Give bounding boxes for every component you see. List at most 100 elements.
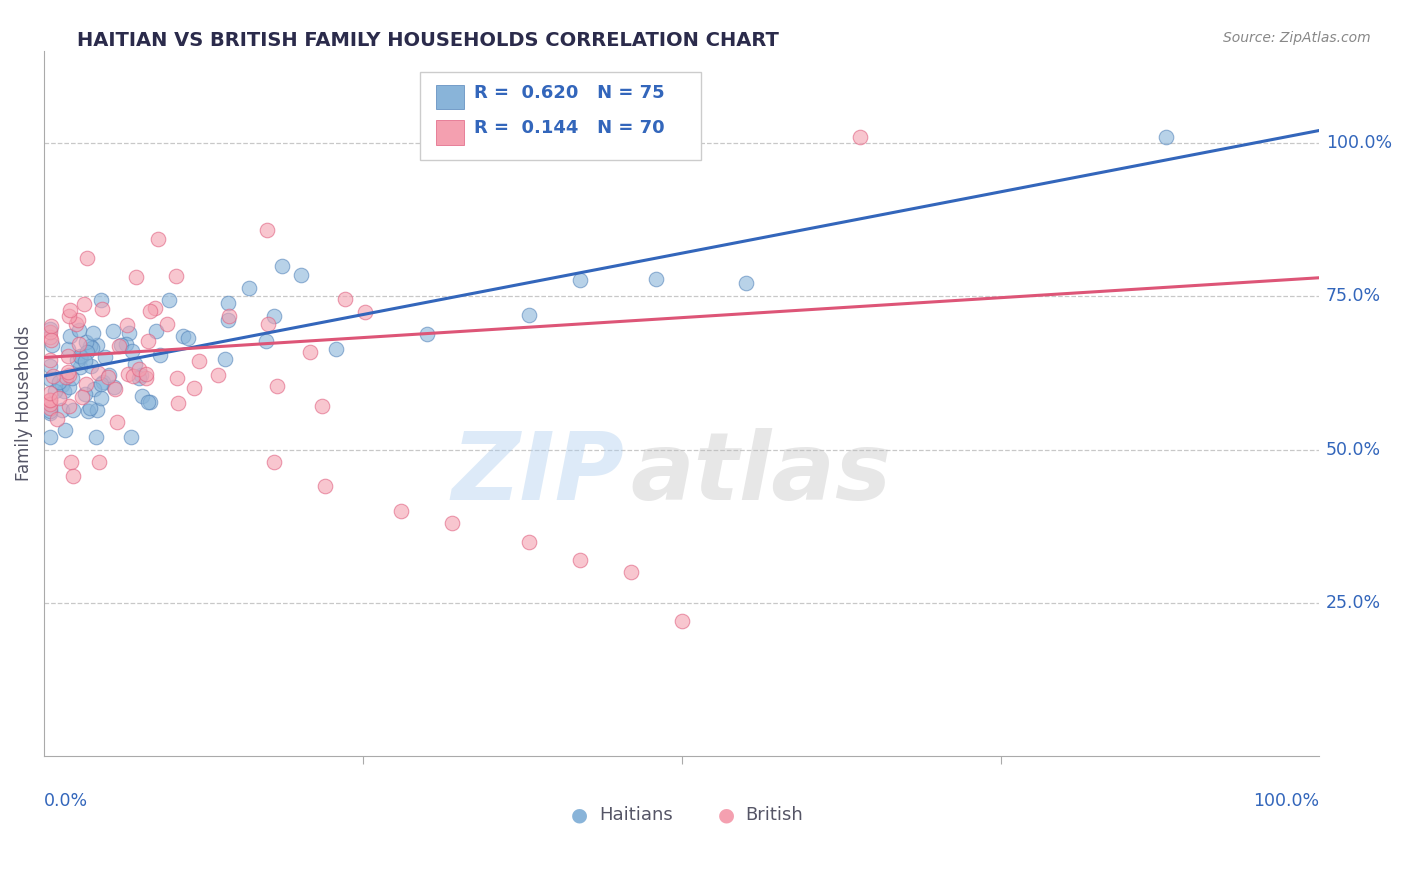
Point (84, 430, 107, 444)
Point (121, 343, 143, 358)
Point (645, 272, 668, 286)
Point (67, 313, 90, 327)
Point (51, 403, 73, 417)
Point (83, 382, 105, 396)
Point (73, 297, 96, 311)
Text: Source: ZipAtlas.com: Source: ZipAtlas.com (1223, 31, 1371, 45)
Point (172, 329, 194, 343)
Point (136, 395, 159, 409)
Point (120, 430, 142, 444)
Point (128, 362, 150, 376)
Point (441, 516, 464, 531)
Point (58, 365, 80, 379)
Point (67, 323, 90, 337)
Point (39, 371, 62, 385)
Point (65, 318, 87, 332)
Text: atlas: atlas (631, 428, 891, 520)
Point (76, 344, 98, 359)
Point (42, 369, 65, 384)
Point (218, 309, 240, 323)
Point (82, 341, 104, 355)
Point (90, 377, 112, 392)
Point (207, 368, 229, 382)
Point (82, 326, 104, 340)
Point (58, 399, 80, 413)
FancyBboxPatch shape (420, 72, 702, 160)
Point (62, 469, 84, 483)
Point (354, 305, 377, 319)
Point (314, 479, 336, 493)
Point (135, 370, 157, 384)
Point (59, 328, 82, 343)
Point (59, 455, 82, 469)
Point (69, 350, 91, 364)
Point (79, 339, 101, 353)
Point (389, 504, 412, 518)
Point (105, 415, 128, 429)
Point (98, 368, 121, 383)
Point (39, 325, 62, 339)
Point (335, 293, 357, 307)
Y-axis label: Family Households: Family Households (15, 326, 32, 481)
Text: 0.0%: 0.0% (44, 792, 89, 810)
Point (73, 387, 96, 401)
Point (39, 392, 62, 407)
Point (41, 338, 63, 352)
Point (1156, 129, 1178, 144)
Point (143, 301, 166, 316)
Point (39, 353, 62, 368)
Point (298, 345, 321, 359)
Point (156, 317, 179, 331)
Text: R =  0.144   N = 70: R = 0.144 N = 70 (474, 120, 665, 137)
Point (53, 384, 76, 398)
Text: ●: ● (571, 805, 588, 825)
Point (256, 223, 278, 237)
Point (58, 309, 80, 323)
Point (165, 268, 187, 283)
Point (568, 272, 591, 286)
Point (311, 399, 333, 413)
Point (59, 303, 82, 318)
Point (58, 380, 80, 394)
Point (325, 342, 347, 356)
Point (139, 395, 162, 409)
Text: HAITIAN VS BRITISH FAMILY HOUSEHOLDS CORRELATION CHART: HAITIAN VS BRITISH FAMILY HOUSEHOLDS COR… (77, 31, 779, 50)
Point (118, 326, 141, 340)
FancyBboxPatch shape (436, 120, 464, 145)
Point (136, 334, 159, 348)
Point (60, 370, 83, 384)
Point (110, 337, 132, 351)
Point (86, 403, 108, 417)
Point (517, 534, 540, 549)
Point (39, 392, 62, 407)
Point (271, 259, 294, 273)
Point (70, 390, 93, 404)
Point (121, 369, 143, 384)
Point (39, 401, 62, 416)
Point (97, 370, 120, 384)
Point (39, 406, 62, 420)
Point (48, 375, 70, 389)
Point (183, 381, 205, 395)
Point (266, 378, 288, 392)
Point (75, 335, 97, 350)
Point (124, 358, 146, 372)
Point (39, 333, 62, 347)
Point (177, 331, 200, 345)
Point (108, 339, 131, 353)
Point (75, 376, 97, 391)
Point (101, 325, 124, 339)
Point (131, 389, 153, 403)
Point (87, 454, 110, 468)
Point (671, 615, 693, 629)
Point (620, 566, 643, 580)
Point (734, 277, 756, 291)
Text: 100.0%: 100.0% (1326, 134, 1392, 152)
Point (58, 349, 80, 363)
Point (39, 359, 62, 373)
Point (115, 337, 138, 351)
Point (55, 370, 77, 384)
Point (67, 336, 90, 351)
Point (157, 293, 180, 308)
Point (91, 301, 114, 316)
